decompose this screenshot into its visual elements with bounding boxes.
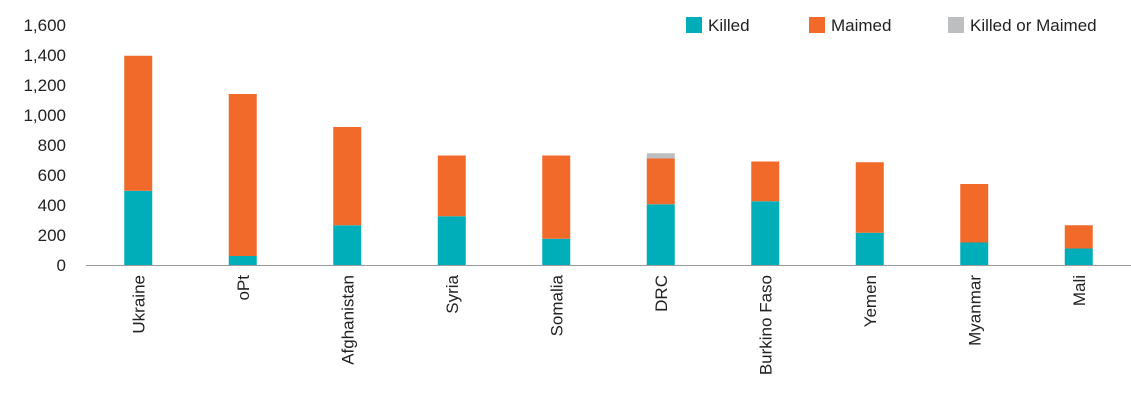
x-tick-label: Yemen (861, 275, 880, 327)
x-tick-label: Ukraine (129, 275, 148, 334)
x-tick-label: Myanmar (965, 275, 984, 346)
bar-burkino-faso-maimed (751, 161, 780, 202)
legend-item-killed: Killed (686, 16, 750, 35)
bar-myanmar-killed (960, 242, 989, 265)
bar-myanmar-maimed (960, 184, 989, 243)
bar-syria-killed (437, 216, 466, 265)
legend-label: Maimed (831, 16, 891, 35)
bar-somalia-maimed (542, 155, 571, 239)
bar-opt-maimed (228, 94, 257, 256)
y-tick-label: 1,400 (23, 46, 66, 65)
bar-yemen-killed (855, 232, 884, 265)
y-tick-label: 600 (38, 166, 66, 185)
bar-ukraine-killed (124, 190, 153, 265)
bar-drc-maimed (646, 158, 675, 205)
y-tick-label: 400 (38, 196, 66, 215)
y-tick-label: 1,600 (23, 16, 66, 35)
legend-swatch (809, 17, 825, 33)
bar-syria-maimed (437, 155, 466, 217)
bar-somalia-killed (542, 238, 571, 265)
bar-drc-killed-or-maimed (646, 153, 675, 159)
x-tick-label: Syria (443, 274, 462, 313)
y-tick-label: 800 (38, 136, 66, 155)
x-tick-label: Burkino Faso (756, 275, 775, 375)
bar-yemen-maimed (855, 162, 884, 233)
y-tick-label: 1,200 (23, 76, 66, 95)
legend-item-maimed: Maimed (809, 16, 891, 35)
bar-opt-killed (228, 256, 257, 265)
legend-label: Killed or Maimed (970, 16, 1097, 35)
bar-burkino-faso-killed (751, 201, 780, 265)
bar-ukraine-maimed (124, 55, 153, 191)
legend-label: Killed (708, 16, 750, 35)
legend-swatch (948, 17, 964, 33)
bar-mali-maimed (1064, 225, 1093, 249)
y-tick-label: 1,000 (23, 106, 66, 125)
y-tick-label: 200 (38, 226, 66, 245)
x-tick-label: oPt (234, 275, 253, 301)
legend: Killed Maimed Killed or Maimed (686, 16, 1097, 35)
x-tick-label: Somalia (547, 274, 566, 336)
x-tick-label: Mali (1070, 275, 1089, 306)
x-tick-label: Afghanistan (338, 275, 357, 365)
legend-swatch (686, 17, 702, 33)
bar-drc-killed (646, 204, 675, 265)
x-tick-label: DRC (652, 275, 671, 312)
y-axis: 0 200 400 600 800 1,000 1,200 1,400 1,600 (23, 16, 66, 275)
x-axis: Ukraine oPt Afghanistan Syria Somalia DRC Burk… (129, 274, 1089, 375)
bar-afghanistan-maimed (333, 127, 362, 226)
bar-afghanistan-killed (333, 225, 362, 265)
bar-mali-killed (1064, 248, 1093, 265)
y-tick-label: 0 (57, 256, 66, 275)
legend-item-killed-or-maimed: Killed or Maimed (948, 16, 1097, 35)
bars (124, 55, 1093, 265)
